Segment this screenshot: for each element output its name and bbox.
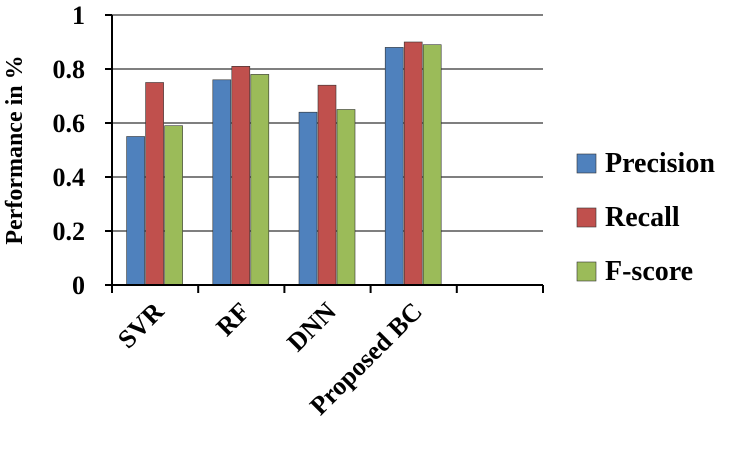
legend-label-precision: Precision xyxy=(605,148,715,179)
bar-recall-svr xyxy=(145,82,164,286)
bars xyxy=(126,41,442,286)
bar-precision-rf xyxy=(212,79,232,286)
bar-recall-dnn xyxy=(317,84,337,286)
x-category-label: DNN xyxy=(281,297,341,357)
y-tick-label: 0 xyxy=(72,271,85,300)
axes xyxy=(105,14,544,293)
bar-f-score-proposed-bc xyxy=(422,44,442,286)
bar-f-score-dnn xyxy=(336,109,356,286)
y-axis-title: Performance in % xyxy=(2,55,28,244)
legend-swatch-f-score xyxy=(576,261,597,282)
y-tick-label: 0.4 xyxy=(53,163,86,192)
bar-recall-rf xyxy=(231,66,251,286)
bar-f-score-svr xyxy=(164,125,183,286)
legend-swatch-precision xyxy=(576,153,597,174)
y-tick-label: 0.2 xyxy=(53,217,86,246)
legend-label-recall: Recall xyxy=(605,202,680,233)
y-tick-label: 0.6 xyxy=(53,109,86,138)
x-category-label: RF xyxy=(211,297,256,342)
bar-precision-proposed-bc xyxy=(384,47,404,286)
legend-label-f-score: F-score xyxy=(605,256,693,287)
bar-recall-proposed-bc xyxy=(403,41,423,286)
legend-swatch-recall xyxy=(576,207,597,228)
bar-precision-svr xyxy=(126,136,145,286)
bar-precision-dnn xyxy=(298,111,318,286)
y-tick-label: 0.8 xyxy=(53,55,86,84)
y-tick-label: 1 xyxy=(72,1,85,30)
x-category-label: SVR xyxy=(112,297,169,354)
bar-f-score-rf xyxy=(250,74,270,286)
y-tick-labels: 0 0.2 0.4 0.6 0.8 1 xyxy=(53,1,86,300)
legend: Precision Recall F-score xyxy=(576,148,715,287)
